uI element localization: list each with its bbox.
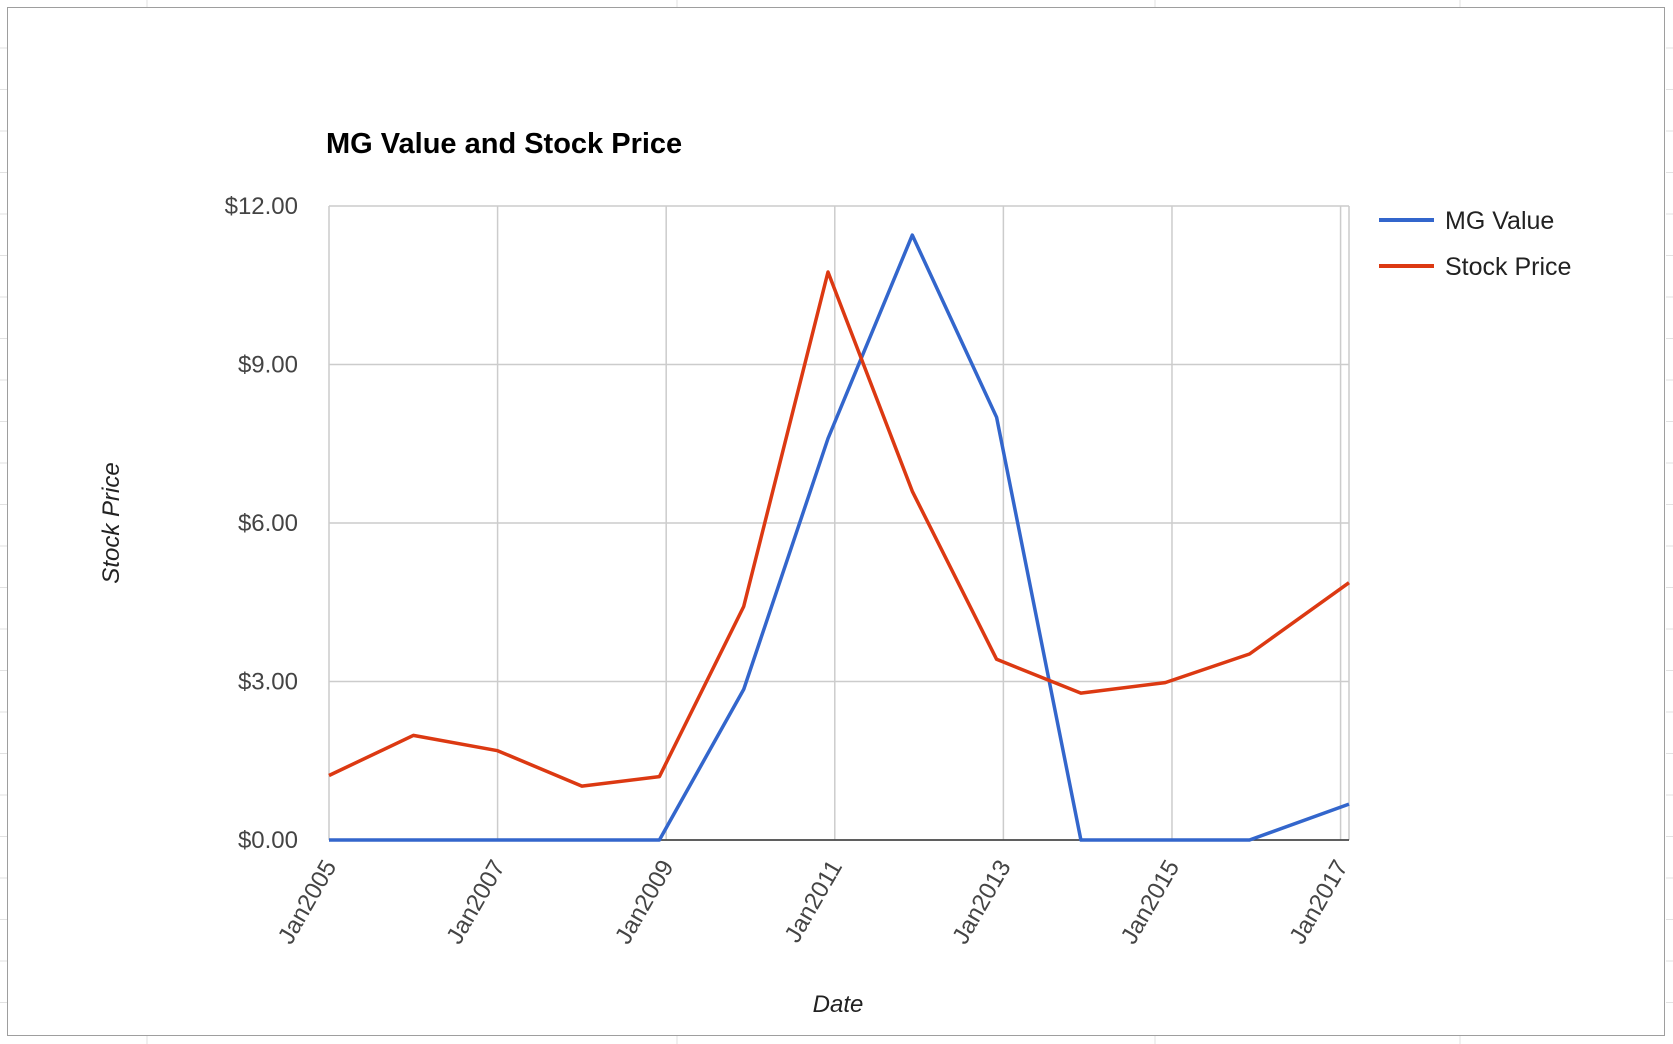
chart-container[interactable] [7, 7, 1665, 1036]
y-axis-title: Stock Price [98, 462, 125, 583]
legend-label[interactable]: MG Value [1445, 207, 1554, 235]
x-axis-title: Date [813, 991, 864, 1018]
y-tick-label: $9.00 [238, 352, 298, 379]
chart-title: MG Value and Stock Price [326, 128, 682, 160]
x-tick-label: Jan2017 [1284, 856, 1353, 949]
x-tick-label: Jan2011 [779, 856, 848, 948]
legend[interactable]: MG Value Stock Price [1379, 207, 1571, 281]
y-axis-ticks: $0.00 $3.00 $6.00 $9.00 $12.00 [225, 193, 298, 854]
series-line-mg-value[interactable] [329, 233, 1350, 842]
y-tick-label: $6.00 [238, 510, 298, 537]
x-axis-ticks: Jan2005 Jan2007 Jan2009 Jan2011 Jan2013 Jan20… [273, 856, 1354, 949]
x-tick-label: Jan2015 [1116, 856, 1185, 949]
x-tick-label: Jan2007 [441, 856, 510, 949]
legend-label[interactable]: Stock Price [1445, 253, 1571, 281]
y-tick-label: $12.00 [225, 193, 298, 220]
series-lines [328, 233, 1351, 842]
x-tick-label: Jan2013 [947, 856, 1016, 949]
series-line-stock-price[interactable] [328, 270, 1351, 788]
y-tick-label: $0.00 [238, 827, 298, 854]
y-tick-label: $3.00 [238, 669, 298, 696]
x-tick-label: Jan2009 [610, 856, 679, 949]
x-tick-label: Jan2005 [273, 856, 342, 949]
